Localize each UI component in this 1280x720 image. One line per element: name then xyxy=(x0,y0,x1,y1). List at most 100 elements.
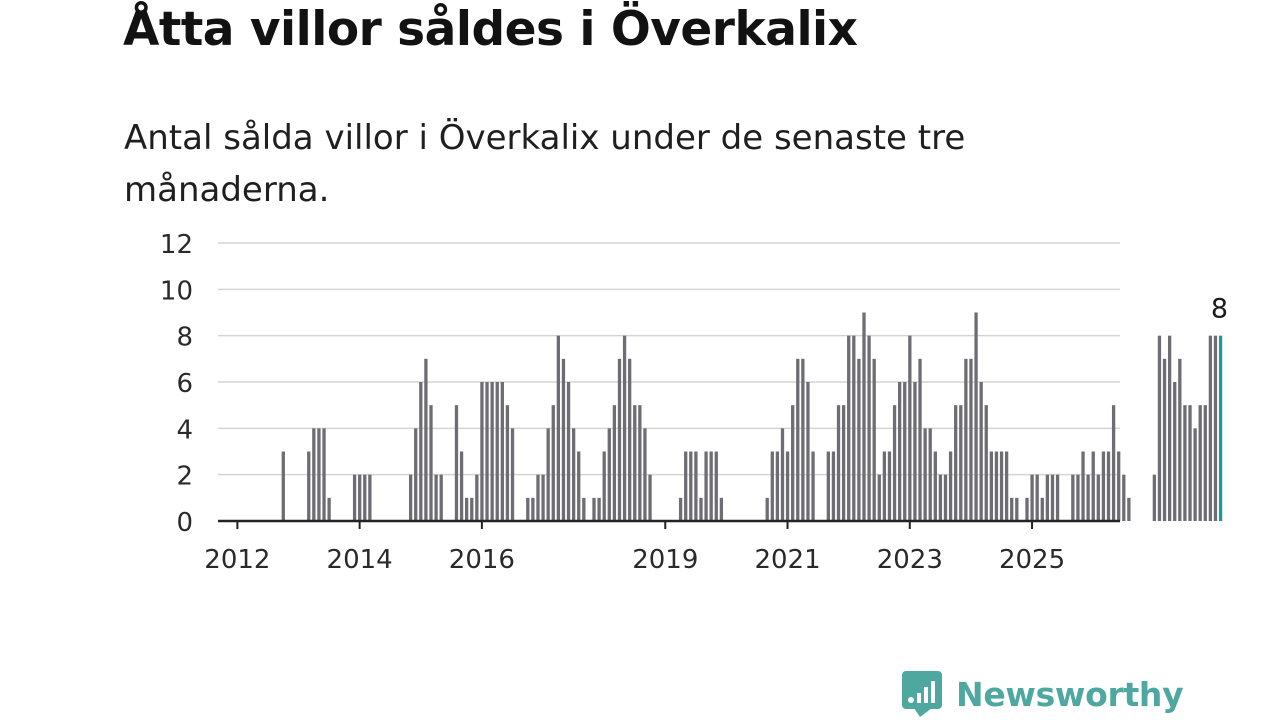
y-tick-label: 6 xyxy=(176,369,193,399)
bar xyxy=(612,405,617,521)
bar xyxy=(923,428,927,521)
bar xyxy=(1040,497,1044,521)
bar xyxy=(536,474,540,521)
bar xyxy=(602,451,606,521)
bar xyxy=(1157,335,1162,521)
bar xyxy=(806,382,810,521)
bar xyxy=(607,428,611,521)
bar xyxy=(994,451,999,521)
bar xyxy=(1162,358,1167,521)
bar xyxy=(678,497,683,521)
bar xyxy=(801,358,805,521)
bar xyxy=(628,358,632,521)
bar xyxy=(327,497,331,521)
bar xyxy=(526,497,530,521)
y-tick-label: 8 xyxy=(176,323,193,353)
bar xyxy=(1101,451,1106,521)
bar xyxy=(592,497,596,521)
bar xyxy=(480,382,484,521)
highlight-bar xyxy=(1218,335,1223,521)
bar xyxy=(281,451,285,521)
newsworthy-logo-icon xyxy=(902,671,942,717)
bar xyxy=(1050,474,1055,521)
x-tick-label: 2016 xyxy=(449,545,515,575)
bar xyxy=(933,451,937,521)
x-tick-label: 2025 xyxy=(999,545,1065,575)
y-tick-label: 12 xyxy=(160,230,193,260)
bar xyxy=(948,451,953,521)
bar xyxy=(826,451,830,521)
bar xyxy=(1015,497,1019,521)
bar xyxy=(358,474,362,521)
bar xyxy=(872,358,876,521)
bar xyxy=(475,474,479,521)
bar xyxy=(541,474,545,521)
bar xyxy=(1055,474,1060,521)
bar xyxy=(439,474,443,521)
bar xyxy=(765,497,769,521)
bar xyxy=(500,382,504,521)
bar xyxy=(307,451,311,521)
bar xyxy=(989,451,993,521)
bar xyxy=(1127,497,1131,521)
bar xyxy=(363,474,367,521)
bar xyxy=(556,335,561,521)
bar xyxy=(317,428,321,521)
bar xyxy=(495,382,499,521)
bar xyxy=(1091,451,1095,521)
bar xyxy=(510,428,515,521)
bar xyxy=(465,497,469,521)
bar xyxy=(561,358,566,521)
bar xyxy=(684,451,688,521)
bar xyxy=(597,497,601,521)
bar xyxy=(566,382,571,521)
bar xyxy=(1010,497,1014,521)
bar xyxy=(785,451,790,521)
bar xyxy=(954,405,958,521)
bar xyxy=(852,335,856,521)
bar xyxy=(1173,382,1177,521)
bar xyxy=(719,497,724,521)
bar xyxy=(796,358,800,521)
bar xyxy=(424,358,428,521)
bar xyxy=(1117,451,1121,521)
chart-title: Åtta villor såldes i Överkalix xyxy=(123,2,858,57)
bar xyxy=(1106,451,1111,521)
bar xyxy=(831,451,836,521)
bar xyxy=(867,335,871,521)
x-tick-label: 2023 xyxy=(877,545,943,575)
bar xyxy=(943,474,948,521)
bar xyxy=(352,474,357,521)
bar xyxy=(434,474,438,521)
bar xyxy=(1198,405,1202,521)
bar xyxy=(485,382,489,521)
bar xyxy=(1167,335,1172,521)
bar xyxy=(1025,497,1029,521)
bar xyxy=(429,405,433,521)
bar xyxy=(1081,451,1085,521)
bar xyxy=(490,382,494,521)
bar xyxy=(1076,474,1080,521)
bar xyxy=(857,358,861,521)
bar xyxy=(841,405,846,521)
x-tick-label: 2019 xyxy=(632,545,698,575)
bar xyxy=(622,335,627,521)
bar xyxy=(577,451,581,521)
bar xyxy=(882,451,887,521)
bar xyxy=(847,335,851,521)
bar xyxy=(780,428,785,521)
bar xyxy=(984,405,988,521)
bar xyxy=(887,451,892,521)
bar xyxy=(903,382,907,521)
x-tick-label: 2014 xyxy=(327,545,393,575)
bar xyxy=(1152,474,1157,521)
bar xyxy=(979,382,983,521)
bar xyxy=(582,497,586,521)
bar xyxy=(571,428,576,521)
bar xyxy=(312,428,316,521)
bar xyxy=(419,382,423,521)
bar xyxy=(1111,405,1116,521)
bar xyxy=(1188,405,1192,521)
bar xyxy=(633,405,637,521)
bar xyxy=(908,335,912,521)
